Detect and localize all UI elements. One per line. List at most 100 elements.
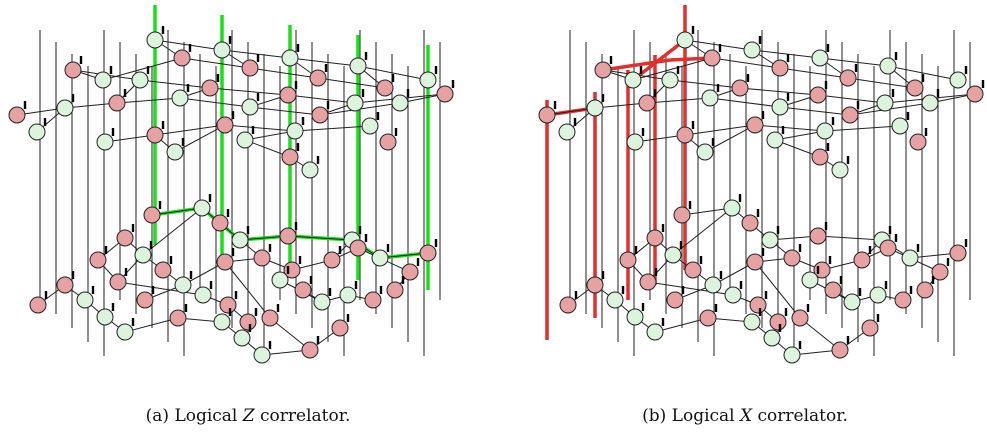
x-spider-node (619, 251, 637, 269)
lattice-edge (704, 124, 756, 153)
z-spider-node (301, 161, 319, 179)
z-spider-node (391, 94, 409, 112)
z-spider-node (213, 41, 231, 59)
z-spider-node (419, 71, 437, 89)
lattice-edge (819, 57, 889, 67)
lattice-edge (287, 94, 356, 104)
lattice-edge (647, 281, 734, 296)
z-spider-node (891, 117, 909, 135)
x-spider-node (108, 94, 126, 112)
lattice-edge (739, 87, 819, 96)
z-spider-node (76, 291, 94, 309)
x-spider-node (811, 148, 829, 166)
x-spider-node (173, 49, 191, 67)
lattice-edge (799, 317, 841, 351)
z-spider-node (869, 286, 887, 304)
z-spider-node (901, 249, 919, 267)
x-spider-node (64, 61, 82, 79)
x-spider-node (323, 251, 341, 269)
x-spider-node (853, 251, 871, 269)
z-spider-node (131, 71, 149, 89)
lattice-edge (751, 49, 821, 59)
lattice-edge (154, 39, 223, 51)
z-spider-node (831, 161, 849, 179)
z-spider-node (281, 49, 299, 67)
lattice-edge (711, 57, 781, 69)
z-spider-node (763, 329, 781, 347)
lattice-edge (64, 102, 118, 109)
lattice-edge (887, 65, 959, 81)
z-spider-node (313, 293, 331, 311)
z-spider-node (743, 313, 761, 331)
lattice-edge (117, 281, 204, 296)
x-spider-node (538, 106, 556, 124)
x-spider-node (699, 309, 717, 327)
x-spider-node (703, 49, 721, 67)
x-spider-node (419, 244, 437, 262)
x-spider-node (741, 214, 759, 232)
caption-b-symbol: X (740, 406, 753, 426)
x-spider-node (349, 239, 367, 257)
z-spider-node (606, 291, 624, 309)
x-spider-node (966, 85, 984, 103)
x-spider-node (841, 106, 859, 124)
z-spider-node (96, 133, 114, 151)
x-spider-node (379, 133, 397, 151)
z-spider-node (771, 98, 789, 116)
x-spider-node (294, 281, 312, 299)
panel-a-lattice (8, 5, 455, 364)
x-spider-node (666, 291, 684, 309)
caption-b-suffix: correlator. (757, 406, 848, 426)
x-spider-node (136, 291, 154, 309)
x-spider-node (746, 253, 764, 271)
z-spider-node (696, 143, 714, 161)
x-spider-node (769, 313, 787, 331)
lattice-edge (154, 124, 226, 136)
z-spider-node (626, 133, 644, 151)
caption-a: (a) Logical Z correlator. (146, 406, 351, 426)
x-spider-node (676, 126, 694, 144)
z-spider-node (843, 293, 861, 311)
x-spider-node (56, 276, 74, 294)
z-spider-node (723, 199, 741, 217)
z-spider-node (921, 94, 939, 112)
x-spider-node (239, 313, 257, 331)
z-spider-node (766, 131, 784, 149)
x-spider-node (824, 281, 842, 299)
z-spider-node (761, 231, 779, 249)
lattice-edge (847, 77, 916, 89)
x-spider-node (143, 206, 161, 224)
z-spider-node (801, 271, 819, 289)
lattice-edge (779, 106, 851, 116)
x-spider-node (909, 133, 927, 151)
lattice-edge (224, 124, 296, 132)
z-spider-node (558, 123, 576, 141)
x-spider-node (241, 59, 259, 77)
z-spider-node (816, 122, 834, 140)
lattice-edge (224, 261, 271, 319)
lattice-edge (174, 124, 226, 153)
x-spider-node (684, 261, 702, 279)
z-spider-node (701, 89, 719, 107)
x-spider-node (309, 69, 327, 87)
x-spider-node (949, 244, 967, 262)
caption-a-suffix: correlator. (260, 406, 351, 426)
x-spider-node (211, 214, 229, 232)
z-spider-node (236, 131, 254, 149)
lattice-edge (824, 125, 901, 132)
lattice-edge (684, 39, 753, 51)
x-spider-node (746, 116, 764, 134)
lattice-edge (357, 65, 429, 81)
x-spider-node (219, 296, 237, 314)
x-spider-node (861, 319, 879, 337)
caption-b-prefix: Logical (671, 406, 735, 426)
x-spider-node (931, 263, 949, 281)
x-spider-node (169, 309, 187, 327)
lattice-edge (179, 97, 251, 108)
x-spider-node (216, 116, 234, 134)
z-spider-node (171, 89, 189, 107)
z-spider-node (233, 329, 251, 347)
x-spider-node (436, 85, 454, 103)
z-spider-node (724, 286, 742, 304)
